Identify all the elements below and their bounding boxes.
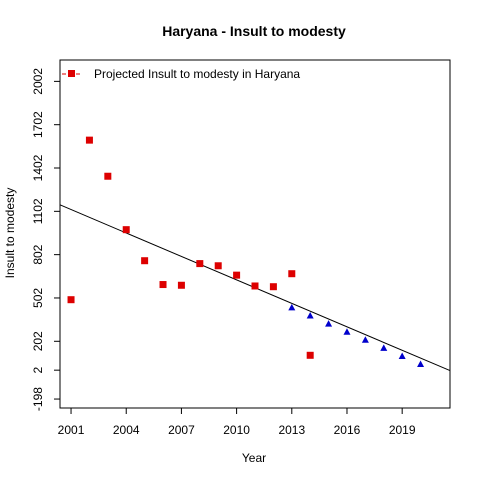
y-tick-label: 2002: [31, 68, 45, 95]
legend-marker-swatch: [68, 70, 75, 77]
data-point-observed: [86, 137, 93, 144]
x-tick-label: 2019: [389, 423, 416, 437]
x-tick-label: 2004: [113, 423, 140, 437]
x-axis-label: Year: [242, 451, 266, 465]
data-point-observed: [123, 226, 130, 233]
y-tick-label: 1402: [31, 154, 45, 181]
x-tick-label: 2010: [223, 423, 250, 437]
y-tick-label: 802: [31, 244, 45, 264]
data-point-projected: [399, 352, 406, 359]
data-point-observed: [160, 281, 167, 288]
data-point-projected: [362, 336, 369, 343]
y-tick-label: 502: [31, 288, 45, 308]
plot-area: 2001 2004 2007 2010 2013 2016 2019 -198 2 202 502 8…: [31, 60, 450, 437]
y-axis-label: Insult to modesty: [3, 188, 17, 279]
legend-label: Projected Insult to modesty in Haryana: [94, 67, 300, 81]
data-point-observed: [196, 260, 203, 267]
x-tick-label: 2016: [334, 423, 361, 437]
chart-title: Haryana - Insult to modesty: [162, 23, 346, 39]
data-point-observed: [141, 257, 148, 264]
data-point-observed: [270, 283, 277, 290]
x-tick-label: 2001: [58, 423, 85, 437]
data-point-observed: [215, 262, 222, 269]
data-point-projected: [307, 312, 314, 319]
data-point-observed: [307, 352, 314, 359]
y-tick-label: 202: [31, 331, 45, 351]
data-point-projected: [417, 361, 424, 368]
data-point-observed: [104, 173, 111, 180]
data-point-observed: [68, 296, 75, 303]
data-point-observed: [252, 282, 259, 289]
data-point-observed: [178, 282, 185, 289]
legend: Projected Insult to modesty in Haryana: [62, 67, 300, 81]
data-point-observed: [288, 270, 295, 277]
x-tick-label: 2013: [278, 423, 305, 437]
y-tick-label: -198: [31, 387, 45, 411]
data-point-observed: [233, 272, 240, 279]
data-point-projected: [380, 344, 387, 351]
y-tick-label: 2: [31, 367, 45, 374]
y-tick-label: 1102: [31, 198, 45, 224]
x-tick-label: 2007: [168, 423, 195, 437]
y-tick-label: 1702: [31, 111, 45, 138]
data-point-projected: [343, 328, 350, 335]
plot-frame: [60, 60, 450, 408]
data-point-projected: [325, 320, 332, 327]
